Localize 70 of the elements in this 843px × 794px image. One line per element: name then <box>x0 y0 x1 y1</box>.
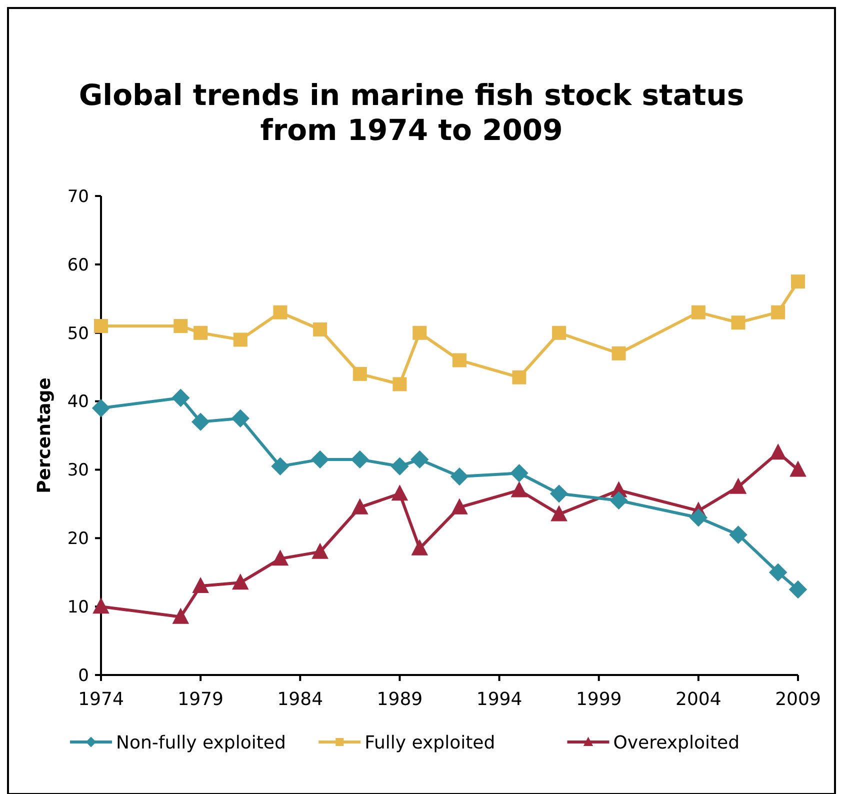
point <box>351 498 368 514</box>
point <box>770 444 786 460</box>
point <box>172 608 190 624</box>
y-tick-label: 20 <box>67 529 89 550</box>
point <box>550 484 568 503</box>
y-tick-label: 50 <box>67 324 89 344</box>
point <box>391 484 408 501</box>
point <box>92 399 110 418</box>
point <box>730 478 747 494</box>
point <box>390 457 409 476</box>
point <box>231 409 250 428</box>
point <box>791 274 805 289</box>
point <box>610 491 628 510</box>
point <box>512 370 526 384</box>
point <box>510 481 528 498</box>
point <box>350 450 369 469</box>
point <box>174 319 188 334</box>
point <box>192 576 209 594</box>
y-tick-label: 60 <box>67 255 89 276</box>
point <box>452 353 466 368</box>
y-tick-label: 30 <box>67 460 89 481</box>
point <box>450 467 469 486</box>
point <box>771 305 786 320</box>
point <box>612 346 626 360</box>
point <box>352 366 367 381</box>
point <box>172 388 190 407</box>
point <box>691 305 706 320</box>
x-tick-label: 1979 <box>178 689 224 710</box>
legend-label: Fully exploited <box>364 732 496 754</box>
point <box>273 305 288 320</box>
legend-label: Non-fully exploited <box>116 732 286 754</box>
point <box>550 505 568 522</box>
y-tick-label: 70 <box>67 186 89 207</box>
point <box>194 326 208 340</box>
x-tick-label: 1989 <box>376 689 423 710</box>
y-tick-label: 40 <box>67 392 89 412</box>
point <box>312 542 328 559</box>
point <box>510 464 528 482</box>
point <box>392 377 407 392</box>
chart-title: Global trends in marine fish stock status from 1974 to 2009 <box>78 78 744 147</box>
point <box>233 332 248 347</box>
x-tick-label: 2004 <box>676 689 722 710</box>
x-tick-label: 1994 <box>476 689 522 710</box>
point <box>310 450 330 469</box>
point <box>552 326 566 340</box>
point <box>451 498 468 514</box>
point <box>92 597 110 614</box>
point <box>271 457 290 476</box>
point <box>313 322 328 336</box>
y-axis-title: Percentage <box>34 378 55 494</box>
point <box>412 326 427 340</box>
point <box>272 550 289 566</box>
x-tick-label: 1999 <box>576 689 622 710</box>
point <box>411 539 428 556</box>
point <box>729 526 748 544</box>
point <box>94 319 108 334</box>
y-tick-label: 0 <box>78 666 89 686</box>
point <box>788 580 808 599</box>
x-tick-label: 1974 <box>78 689 124 710</box>
point <box>768 563 788 582</box>
x-tick-label: 1984 <box>277 689 324 710</box>
point <box>191 412 210 431</box>
x-tick-label: 2009 <box>775 689 821 710</box>
point <box>790 460 806 477</box>
point <box>689 508 708 527</box>
legend-label: Overexploited <box>613 732 740 754</box>
point <box>410 450 429 469</box>
point <box>731 316 746 330</box>
y-tick-label: 10 <box>67 598 89 618</box>
point <box>232 574 249 590</box>
